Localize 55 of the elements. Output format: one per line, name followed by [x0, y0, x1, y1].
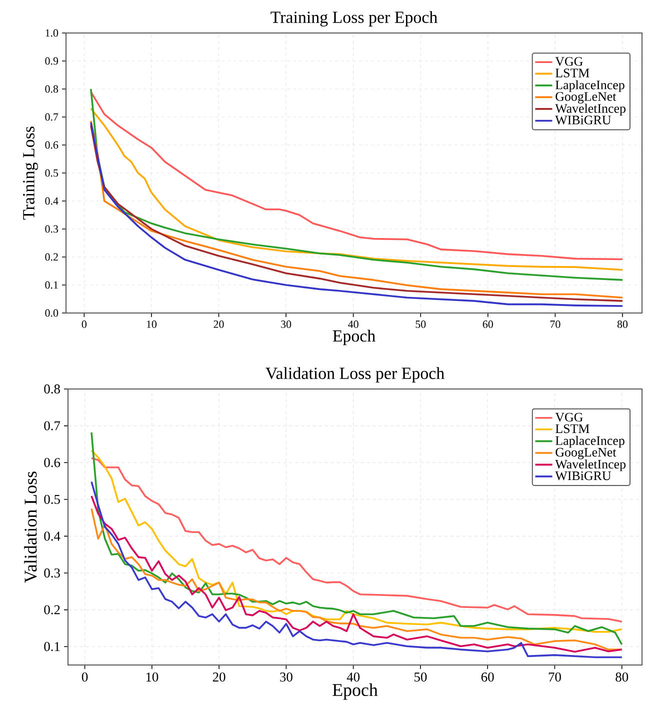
y-tick-label: 0.5: [44, 494, 60, 504]
y-axis-title: Validation Loss: [24, 472, 37, 583]
x-tick-label: 50: [416, 320, 426, 328]
x-tick-label: 70: [548, 672, 561, 682]
x-tick-label: 80: [616, 672, 628, 682]
x-tick-label: 20: [214, 320, 224, 328]
y-tick-label: 0.3: [45, 225, 58, 233]
y-tick-label: 0.4: [45, 197, 58, 205]
x-tick-label: 20: [212, 672, 226, 682]
y-tick-label: 1.0: [46, 29, 58, 37]
chart-title: Training Loss per Epoch: [270, 11, 438, 26]
x-tick-label: 30: [280, 672, 292, 682]
x-tick-label: 30: [281, 320, 292, 328]
x-axis-title: Epoch: [332, 683, 378, 700]
x-tick-label: 70: [550, 320, 560, 328]
y-tick-label: 0.7: [44, 421, 60, 430]
y-tick-label: 0.3: [44, 568, 60, 578]
x-tick-label: 60: [482, 320, 493, 328]
x-tick-label: 50: [414, 672, 427, 682]
x-tick-label: 80: [617, 320, 628, 328]
legend-label: LSTM: [556, 424, 590, 434]
x-tick-label: 40: [348, 320, 358, 328]
legend-label: LSTM: [555, 68, 590, 78]
legend-label: LaplaceIncep: [556, 436, 624, 448]
y-tick-label: 0.0: [45, 309, 58, 317]
y-tick-label: 0.7: [45, 113, 58, 121]
legend-label: VGG: [555, 57, 583, 66]
x-tick-label: 40: [346, 672, 360, 682]
y-tick-label: 0.1: [44, 642, 60, 652]
legend-label: GoogLeNet: [556, 92, 616, 104]
x-axis-title: Epoch: [332, 330, 376, 346]
legend-label: WIBiGRU: [555, 116, 611, 124]
chart-title: Validation Loss per Epoch: [266, 367, 444, 383]
y-tick-label: 0.8: [44, 384, 60, 394]
y-tick-label: 0.8: [45, 85, 58, 93]
y-tick-label: 0.9: [45, 57, 58, 65]
x-tick-label: 10: [146, 672, 158, 682]
x-tick-label: 10: [146, 320, 157, 328]
y-tick-label: 0.6: [45, 141, 58, 149]
legend-label: VGG: [555, 412, 583, 422]
y-tick-label: 0.1: [45, 281, 58, 289]
x-tick-label: 0: [82, 672, 88, 682]
x-tick-label: 60: [481, 672, 494, 682]
y-tick-label: 0.6: [44, 458, 60, 468]
legend-label: GoogLeNet: [556, 448, 616, 460]
legend-label: WIBiGRU: [555, 471, 612, 480]
legend-label: WaveletIncep: [555, 459, 626, 472]
y-tick-label: 0.4: [44, 532, 60, 541]
x-tick-label: 0: [82, 320, 86, 328]
y-tick-label: 0.2: [45, 253, 58, 261]
y-tick-label: 0.2: [44, 605, 60, 614]
y-tick-label: 0.5: [45, 169, 58, 177]
legend-label: LaplaceIncep: [555, 80, 624, 92]
legend-label: WaveletIncep: [555, 104, 626, 116]
y-axis-title: Training Loss: [23, 126, 38, 220]
